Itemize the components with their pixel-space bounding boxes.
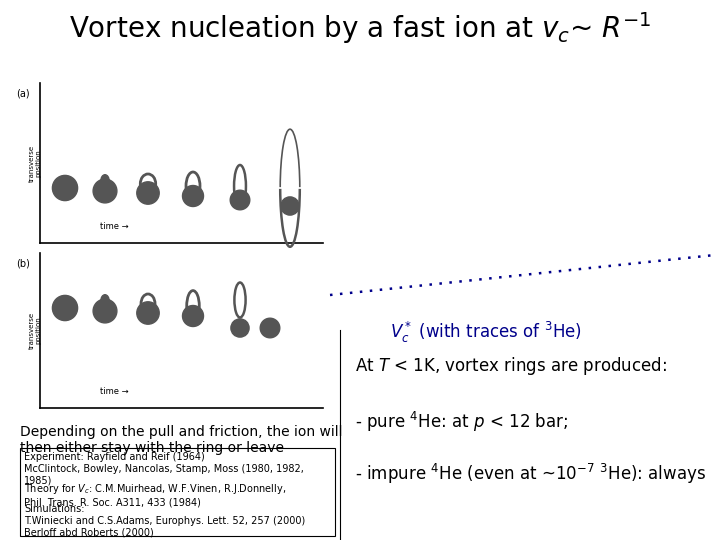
Text: (b): (b) bbox=[16, 258, 30, 268]
Text: $V_c^*$ (with traces of $^3$He): $V_c^*$ (with traces of $^3$He) bbox=[390, 320, 582, 345]
Text: Vortex nucleation by a fast ion at $v_c$~ $R^{-1}$: Vortex nucleation by a fast ion at $v_c$… bbox=[69, 10, 651, 46]
Text: Depending on the pull and friction, the ion will
then either stay with the ring : Depending on the pull and friction, the … bbox=[20, 425, 343, 455]
Text: Simulations:
T.Winiecki and C.S.Adams, Europhys. Lett. 52, 257 (2000)
Berloff ab: Simulations: T.Winiecki and C.S.Adams, E… bbox=[24, 504, 305, 537]
Ellipse shape bbox=[101, 175, 109, 187]
Circle shape bbox=[137, 182, 159, 204]
Circle shape bbox=[93, 179, 117, 203]
Text: (a): (a) bbox=[17, 88, 30, 98]
Text: Experiment: Rayfield and Reif (1964)
McClintock, Bowley, Nancolas, Stamp, Moss (: Experiment: Rayfield and Reif (1964) McC… bbox=[24, 452, 304, 485]
Text: transverse
position: transverse position bbox=[29, 312, 42, 349]
Ellipse shape bbox=[101, 295, 109, 307]
Circle shape bbox=[93, 299, 117, 323]
Circle shape bbox=[182, 186, 204, 206]
Circle shape bbox=[281, 197, 299, 215]
Text: At $T$ < $1$K, vortex rings are produced:: At $T$ < $1$K, vortex rings are produced… bbox=[355, 355, 667, 377]
Circle shape bbox=[53, 176, 78, 200]
Text: - pure $^4$He: at $p$ < 12 bar;: - pure $^4$He: at $p$ < 12 bar; bbox=[355, 410, 568, 434]
Circle shape bbox=[230, 190, 250, 210]
Bar bbox=[18, 68, 338, 418]
Circle shape bbox=[231, 319, 249, 337]
Circle shape bbox=[182, 306, 204, 327]
Bar bbox=[20, 448, 335, 536]
Text: - impure $^4$He (even at ~10$^{-7}$ $^3$He): always: - impure $^4$He (even at ~10$^{-7}$ $^3$… bbox=[355, 462, 706, 486]
Text: transverse
position: transverse position bbox=[29, 144, 42, 181]
Circle shape bbox=[53, 295, 78, 321]
Text: Theory for $V_c$: C.M.Muirhead, W.F.Vinen, R.J.Donnelly,
Phil. Trans. R. Soc. A3: Theory for $V_c$: C.M.Muirhead, W.F.Vine… bbox=[24, 482, 286, 508]
Circle shape bbox=[137, 302, 159, 324]
Text: time →: time → bbox=[100, 387, 129, 396]
Circle shape bbox=[260, 318, 280, 338]
Text: time →: time → bbox=[100, 222, 129, 231]
